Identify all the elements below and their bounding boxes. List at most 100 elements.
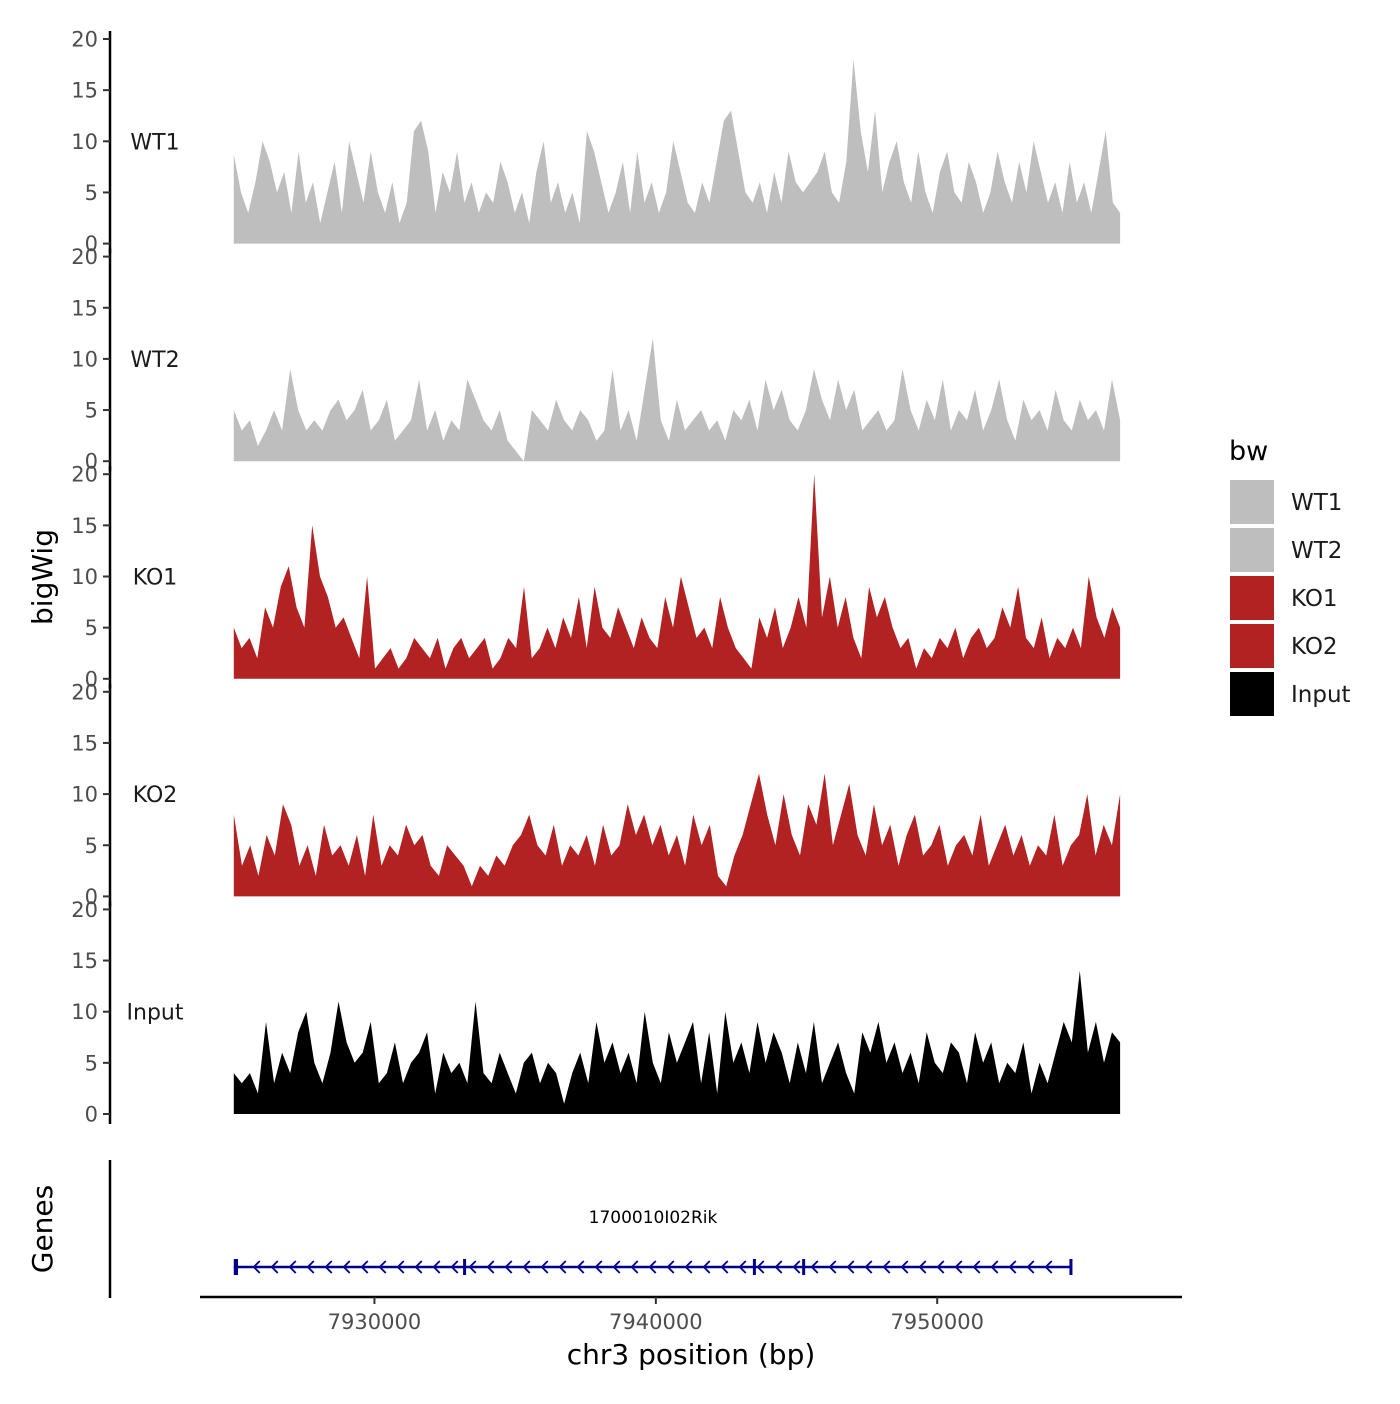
gene-strand-arrow — [306, 1260, 315, 1274]
gene-strand-arrow — [720, 1260, 729, 1274]
y-tick-label-wt2-10: 10 — [71, 347, 98, 371]
legend-label-input: Input — [1291, 682, 1351, 708]
gene-exon-1 — [463, 1259, 467, 1275]
gene-strand-arrow — [630, 1260, 639, 1274]
gene-strand-arrow — [1008, 1260, 1017, 1274]
legend-swatch-wt2 — [1230, 528, 1274, 572]
gene-strand-arrow — [774, 1260, 783, 1274]
gene-strand-arrow — [414, 1260, 423, 1274]
x-tick-label-7940000: 7940000 — [609, 1310, 703, 1334]
gene-exon-0 — [233, 1259, 238, 1275]
y-tick-label-ko1-10: 10 — [71, 565, 98, 589]
legend-title: bw — [1229, 436, 1268, 467]
y-tick-label-ko2-0: 0 — [85, 885, 98, 909]
gene-strand-arrow — [684, 1260, 693, 1274]
gene-strand-arrow — [486, 1260, 495, 1274]
gene-strand-arrow — [900, 1260, 909, 1274]
gene-strand-arrow — [324, 1260, 333, 1274]
gene-strand-arrow — [252, 1260, 261, 1274]
y-tick-label-wt2-15: 15 — [71, 296, 98, 320]
gene-strand-arrow — [738, 1260, 747, 1274]
gene-strand-arrow — [432, 1260, 441, 1274]
gene-strand-arrow — [828, 1260, 837, 1274]
gene-exon-4 — [1069, 1259, 1073, 1275]
gene-strand-arrow — [954, 1260, 963, 1274]
y-axis-title: bigWig — [26, 529, 59, 625]
gene-strand-arrow — [594, 1260, 603, 1274]
gene-strand-arrow — [792, 1260, 801, 1274]
gene-strand-arrow — [612, 1260, 621, 1274]
y-tick-label-input-20: 20 — [71, 898, 98, 922]
x-axis-title: chr3 position (bp) — [567, 1338, 816, 1371]
gene-strand-arrow — [504, 1260, 513, 1274]
gene-strand-arrow — [288, 1260, 297, 1274]
y-tick-label-ko1-5: 5 — [85, 616, 98, 640]
y-tick-label-wt2-20: 20 — [71, 245, 98, 269]
y-tick-label-ko2-10: 10 — [71, 783, 98, 807]
coverage-area-wt1 — [233, 59, 1121, 244]
x-tick-label-7930000: 7930000 — [328, 1310, 422, 1334]
coverage-area-ko1 — [233, 474, 1121, 679]
y-tick-label-wt1-15: 15 — [71, 79, 98, 103]
gene-strand-arrow — [270, 1260, 279, 1274]
x-tick-label-7950000: 7950000 — [890, 1310, 984, 1334]
legend-label-ko2: KO2 — [1291, 634, 1338, 660]
legend-swatch-ko2 — [1230, 624, 1274, 668]
gene-exon-2 — [752, 1259, 756, 1275]
y-tick-label-input-5: 5 — [85, 1051, 98, 1075]
y-tick-label-input-0: 0 — [85, 1103, 98, 1127]
gene-strand-arrow — [846, 1260, 855, 1274]
y-tick-label-input-15: 15 — [71, 949, 98, 973]
y-tick-label-ko1-20: 20 — [71, 463, 98, 487]
y-tick-label-ko2-5: 5 — [85, 834, 98, 858]
gene-strand-arrow — [972, 1260, 981, 1274]
legend-label-wt2: WT2 — [1291, 538, 1342, 564]
gene-label: 1700010I02Rik — [589, 1208, 718, 1228]
gene-exon-3 — [802, 1259, 806, 1275]
y-tick-label-ko1-0: 0 — [85, 667, 98, 691]
legend-label-ko1: KO1 — [1291, 586, 1338, 612]
coverage-area-input — [233, 970, 1121, 1114]
y-tick-label-wt1-5: 5 — [85, 181, 98, 205]
y-tick-label-ko1-15: 15 — [71, 514, 98, 538]
y-tick-label-wt1-0: 0 — [85, 232, 98, 256]
track-label-input: Input — [127, 1001, 184, 1026]
gene-strand-arrow — [468, 1260, 477, 1274]
gene-strand-arrow — [378, 1260, 387, 1274]
y-tick-label-input-10: 10 — [71, 1000, 98, 1024]
gene-strand-arrow — [396, 1260, 405, 1274]
gene-strand-arrow — [342, 1260, 351, 1274]
gene-strand-arrow — [522, 1260, 531, 1274]
y-tick-label-wt2-0: 0 — [85, 450, 98, 474]
gene-strand-arrow — [1026, 1260, 1035, 1274]
legend-label-wt1: WT1 — [1291, 490, 1342, 516]
gene-strand-arrow — [810, 1260, 819, 1274]
track-label-wt1: WT1 — [130, 130, 179, 155]
track-label-wt2: WT2 — [130, 348, 179, 373]
track-label-ko2: KO2 — [133, 783, 178, 808]
y-tick-label-wt1-20: 20 — [71, 28, 98, 52]
gene-strand-arrow — [558, 1260, 567, 1274]
gene-strand-arrow — [648, 1260, 657, 1274]
gene-strand-arrow — [360, 1260, 369, 1274]
gene-strand-arrow — [882, 1260, 891, 1274]
coverage-area-wt2 — [233, 338, 1121, 462]
gene-strand-arrow — [864, 1260, 873, 1274]
gene-strand-arrow — [918, 1260, 927, 1274]
gene-strand-arrow — [576, 1260, 585, 1274]
coverage-area-ko2 — [233, 773, 1121, 897]
gene-strand-arrow — [450, 1260, 459, 1274]
y-tick-label-wt2-5: 5 — [85, 399, 98, 423]
gene-strand-arrow — [756, 1260, 765, 1274]
gene-strand-arrow — [666, 1260, 675, 1274]
gene-strand-arrow — [702, 1260, 711, 1274]
legend-swatch-input — [1230, 672, 1274, 716]
gene-strand-arrow — [540, 1260, 549, 1274]
legend-swatch-wt1 — [1230, 480, 1274, 524]
y-tick-label-ko2-15: 15 — [71, 731, 98, 755]
track-label-ko1: KO1 — [133, 566, 178, 591]
gene-strand-arrow — [1044, 1260, 1053, 1274]
gene-strand-arrow — [990, 1260, 999, 1274]
